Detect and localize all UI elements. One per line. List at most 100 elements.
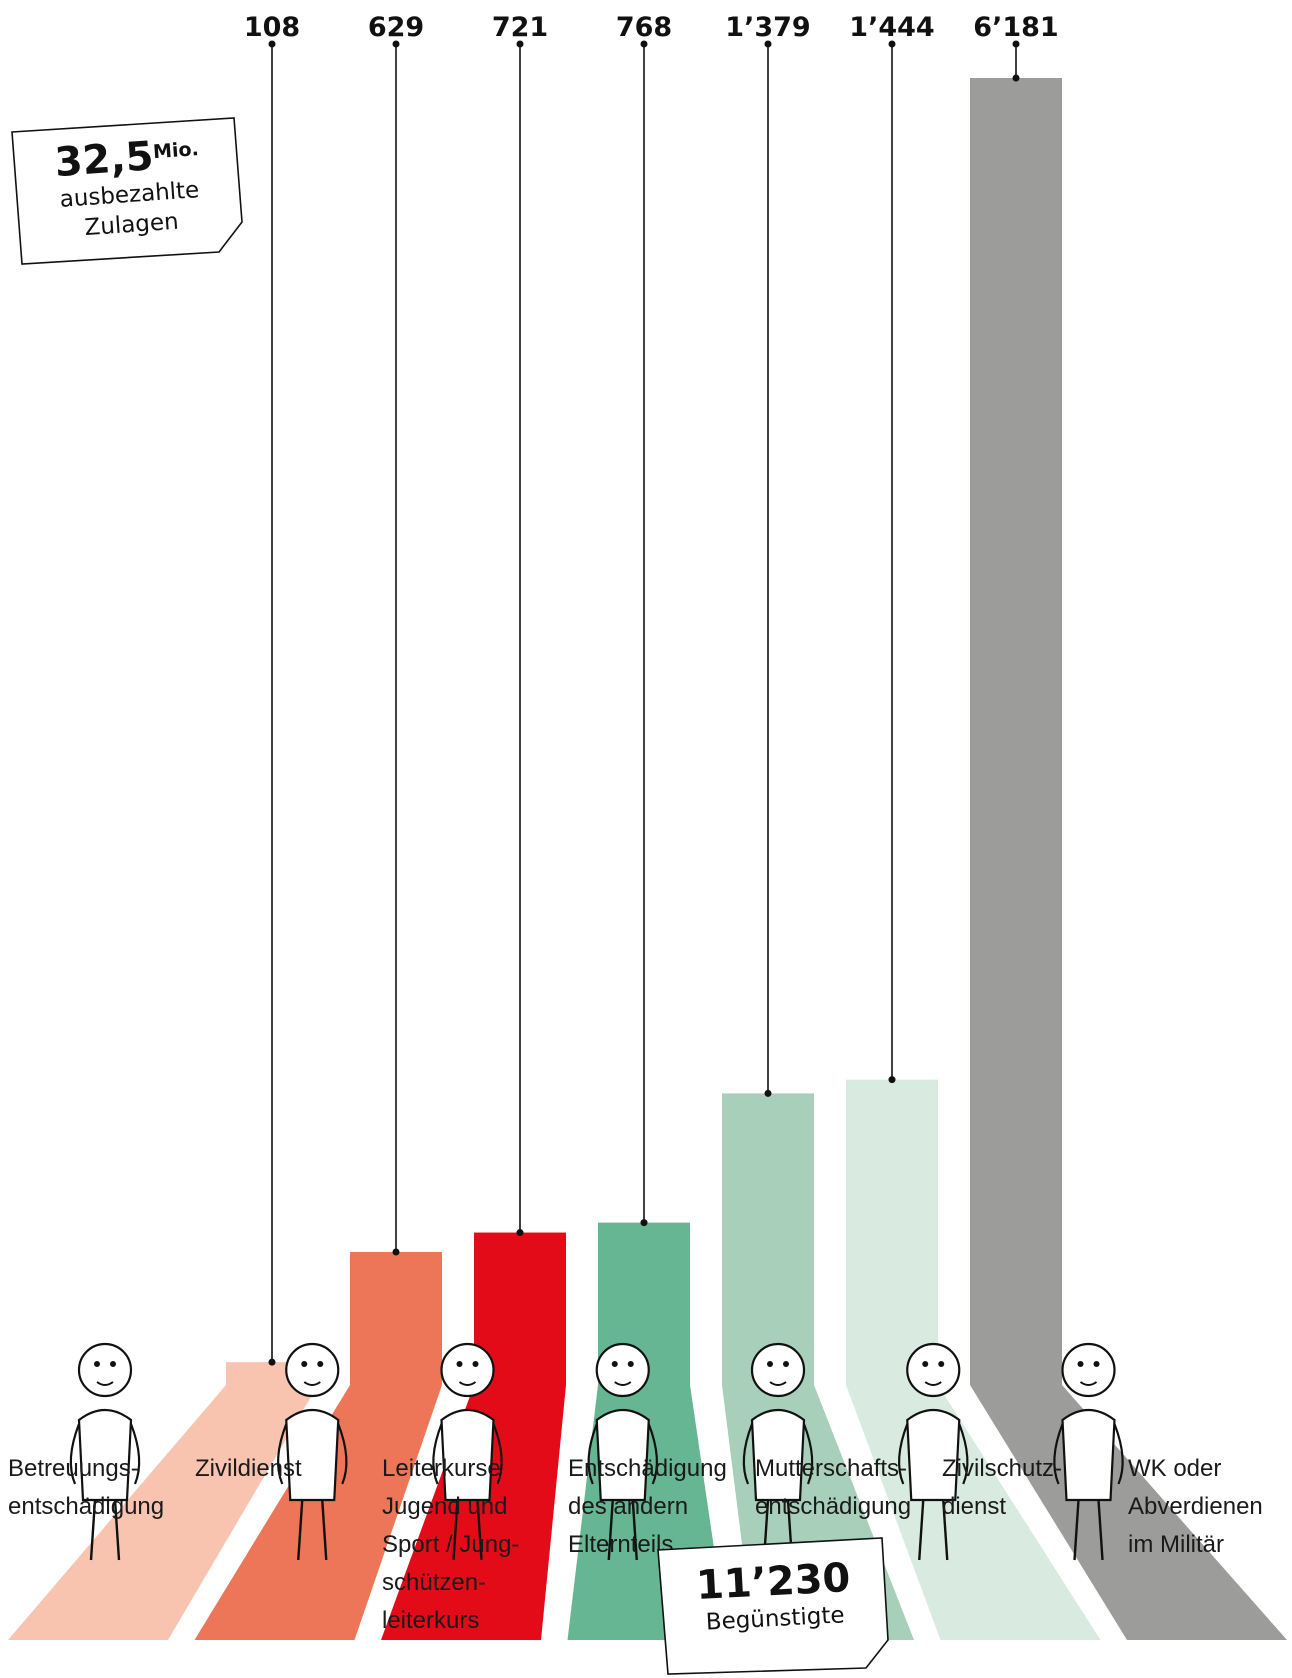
arm — [587, 1423, 598, 1485]
value-label: 1’379 — [725, 12, 810, 43]
body — [750, 1408, 806, 1502]
leg — [1097, 1499, 1104, 1561]
arm — [802, 1423, 814, 1485]
eye — [472, 1361, 479, 1367]
eye — [922, 1361, 929, 1367]
leader-dot — [764, 40, 772, 48]
value-labels-layer: 108 629 721 768 1’379 1’444 6’181 — [244, 12, 1059, 43]
leader-dot — [1012, 40, 1020, 48]
arm — [337, 1423, 348, 1485]
eye — [301, 1361, 308, 1367]
arm — [1053, 1423, 1064, 1485]
leg — [942, 1499, 949, 1561]
leader-dot — [392, 1248, 400, 1256]
arm — [129, 1423, 141, 1485]
illustrations-layer — [69, 1342, 1124, 1561]
head — [906, 1342, 961, 1398]
body — [285, 1408, 340, 1502]
arm — [898, 1423, 909, 1485]
total-unit: Mio. — [152, 138, 200, 164]
leg — [631, 1499, 638, 1561]
leader-dot — [640, 40, 648, 48]
arm — [742, 1423, 754, 1485]
eye — [783, 1361, 789, 1367]
total-stamp: 32,5Mio. ausbezahlte Zulagen — [6, 112, 246, 272]
person-figure — [277, 1342, 348, 1561]
value-label: 629 — [368, 12, 424, 43]
head — [1061, 1342, 1116, 1398]
leader-lines-layer — [268, 40, 1020, 1366]
head — [440, 1342, 495, 1398]
eye — [1077, 1361, 1084, 1367]
leg — [89, 1499, 97, 1561]
leader-dot — [392, 40, 400, 48]
mouth — [769, 1381, 787, 1386]
head — [77, 1342, 133, 1398]
total-number: 32,5 — [53, 133, 155, 187]
category-label: Mutterschafts- entschädigung — [755, 1455, 912, 1520]
head — [595, 1342, 650, 1398]
leader-dot — [516, 1229, 524, 1237]
bar — [846, 1079, 938, 1385]
body — [906, 1408, 961, 1502]
eye — [1093, 1361, 1100, 1367]
category-label: Entschädigung des andern Elternteils — [568, 1455, 727, 1558]
bar — [722, 1093, 814, 1385]
bar — [970, 78, 1062, 1385]
leg — [321, 1499, 328, 1561]
arm — [69, 1423, 81, 1485]
bar — [350, 1251, 442, 1385]
stamp-frame — [657, 1537, 889, 1675]
mouth — [924, 1381, 942, 1386]
leg — [476, 1499, 483, 1561]
head — [285, 1342, 340, 1398]
value-label: 768 — [616, 12, 672, 43]
value-label: 108 — [244, 12, 300, 43]
leader-dot — [888, 1076, 896, 1084]
arm — [432, 1423, 443, 1485]
person-figure — [1053, 1342, 1124, 1561]
body — [440, 1408, 495, 1502]
person-figure — [898, 1342, 969, 1561]
leader-dot — [888, 40, 896, 48]
category-label: Zivilschutz- dienst — [942, 1455, 1063, 1520]
head — [750, 1342, 806, 1398]
leader-dot — [1012, 74, 1020, 82]
floor-panel — [970, 1385, 1287, 1640]
leader-dot — [268, 1358, 276, 1366]
eye — [110, 1361, 116, 1367]
arm — [277, 1423, 288, 1485]
mouth — [96, 1381, 114, 1386]
mouth — [1079, 1381, 1098, 1386]
arm — [492, 1423, 503, 1485]
body — [595, 1408, 650, 1502]
leg — [113, 1499, 121, 1561]
value-label: 6’181 — [973, 12, 1058, 43]
person-figure — [432, 1342, 503, 1561]
eye — [938, 1361, 945, 1367]
floor-panel — [194, 1385, 442, 1640]
floor-panel — [8, 1385, 318, 1640]
eye — [627, 1361, 634, 1367]
eye — [611, 1361, 618, 1367]
floor-panel — [381, 1385, 566, 1640]
leader-dot — [640, 1219, 648, 1227]
leg — [918, 1499, 925, 1561]
body — [1061, 1408, 1116, 1502]
person-figure — [587, 1342, 658, 1561]
leg — [1073, 1499, 1080, 1561]
eye — [317, 1361, 324, 1367]
category-label: Betreuungs- entschädigung — [8, 1455, 165, 1520]
mouth — [303, 1381, 321, 1386]
leader-dot — [268, 40, 276, 48]
eye — [94, 1361, 100, 1367]
stamp-frame — [11, 117, 243, 265]
arm — [958, 1423, 969, 1485]
person-figure — [69, 1342, 141, 1561]
value-label: 721 — [492, 12, 548, 43]
category-label: WK oder Abverdienen im Militär — [1128, 1455, 1263, 1558]
arm — [647, 1423, 658, 1485]
category-label: Zivildienst — [195, 1455, 302, 1482]
mouth — [614, 1381, 632, 1386]
